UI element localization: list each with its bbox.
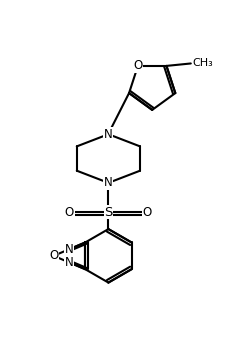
Text: O: O — [143, 205, 152, 219]
Text: O: O — [133, 59, 142, 72]
Text: N: N — [104, 176, 113, 189]
Text: S: S — [104, 205, 113, 219]
Text: O: O — [49, 249, 58, 262]
Text: N: N — [104, 128, 113, 141]
Text: N: N — [64, 256, 73, 269]
Text: N: N — [64, 243, 73, 256]
Text: O: O — [65, 205, 74, 219]
Text: CH₃: CH₃ — [192, 58, 213, 68]
